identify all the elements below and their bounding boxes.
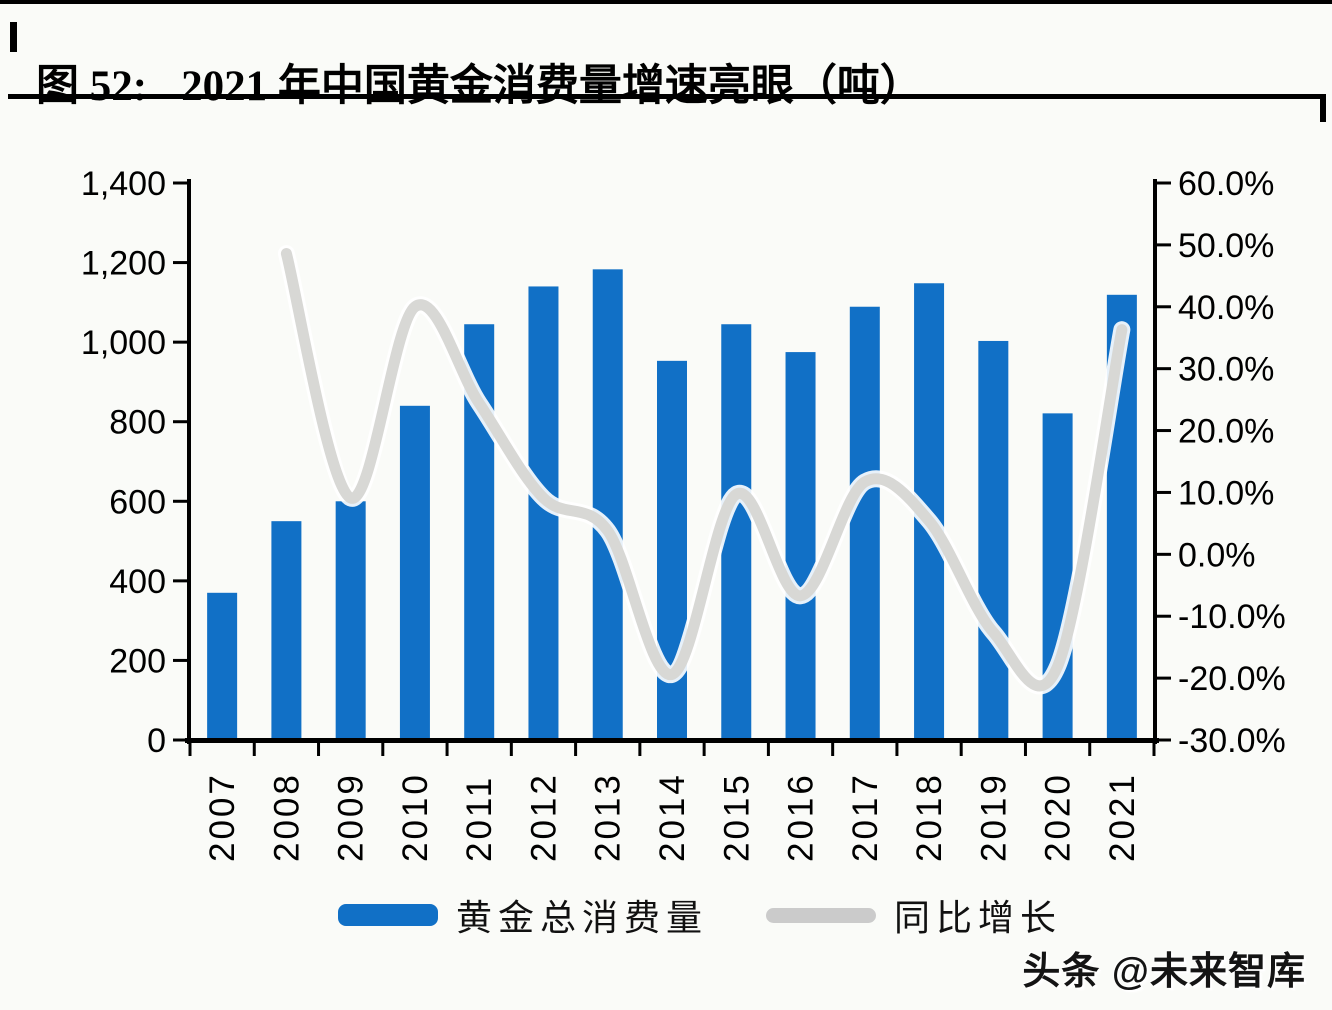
legend-item-yoy: 同比增长 — [766, 889, 1062, 941]
x-axis-year-label: 2021 — [1103, 772, 1142, 862]
left-axis-tick-label: 0 — [147, 722, 166, 760]
left-axis-tick — [173, 340, 187, 344]
left-axis-tick-label: 200 — [109, 642, 166, 680]
right-border-stub — [1320, 94, 1326, 122]
figure-number-label: 图 52: — [36, 62, 148, 110]
legend: 黄金总消费量 同比增长 — [140, 886, 1260, 944]
x-axis-tick — [381, 743, 385, 756]
legend-bar-label: 黄金总消费量 — [455, 898, 708, 938]
yoy-line — [280, 248, 1128, 692]
bar-2008 — [271, 521, 302, 740]
left-axis-tick-label: 400 — [109, 563, 166, 601]
legend-item-consumption: 黄金总消费量 — [337, 889, 708, 941]
left-axis-tick — [173, 420, 187, 424]
left-axis-line — [187, 179, 191, 744]
left-axis-tick-label: 1,000 — [81, 324, 166, 362]
x-axis-tick — [188, 743, 192, 756]
right-axis-tick — [1157, 367, 1171, 371]
right-axis-tick-label: 0.0% — [1178, 536, 1256, 574]
right-axis-tick — [1157, 305, 1171, 309]
x-axis-tick — [445, 743, 449, 756]
x-axis-tick — [1152, 743, 1156, 756]
left-axis-tick — [173, 499, 187, 503]
right-axis-tick-label: 50.0% — [1178, 227, 1274, 265]
left-axis-tick — [173, 579, 187, 583]
right-axis-line — [1153, 179, 1157, 744]
bar-2013 — [592, 269, 623, 740]
bar-2016 — [785, 352, 816, 740]
bar-2007 — [207, 592, 238, 740]
right-axis-tick — [1157, 738, 1171, 742]
x-axis-tick — [1023, 743, 1027, 756]
legend-line-label: 同比增长 — [894, 898, 1063, 938]
right-axis-tick — [1157, 490, 1171, 494]
x-axis-tick — [509, 743, 513, 756]
right-axis-tick — [1157, 676, 1171, 680]
figure-title-text: 2021 年中国黄金消费量增速亮眼（吨） — [181, 62, 923, 110]
page-title: 图 52: 2021 年中国黄金消费量增速亮眼（吨） — [36, 51, 1276, 113]
x-axis-year-label: 2018 — [910, 772, 949, 862]
x-axis-year-label: 2008 — [267, 772, 306, 862]
right-axis-tick-label: 10.0% — [1178, 474, 1274, 512]
right-axis-tick — [1157, 181, 1171, 185]
x-axis-tick — [574, 743, 578, 756]
bar-2019 — [978, 340, 1009, 740]
right-axis-tick — [1157, 552, 1171, 556]
x-axis-year-label: 2009 — [332, 772, 371, 862]
x-axis-tick — [766, 743, 770, 756]
x-axis-tick — [831, 743, 835, 756]
legend-bar-swatch — [337, 904, 438, 926]
bar-2010 — [399, 405, 430, 740]
x-axis-year-label: 2017 — [846, 772, 885, 862]
left-axis-tick — [173, 658, 187, 662]
left-axis-tick — [173, 261, 187, 265]
x-axis-tick — [702, 743, 706, 756]
x-axis-tick — [638, 743, 642, 756]
left-axis-tick-label: 800 — [109, 404, 166, 442]
x-axis-year-label: 2016 — [782, 772, 821, 862]
right-axis-tick-label: -10.0% — [1178, 598, 1286, 636]
x-axis-tick — [895, 743, 899, 756]
right-axis-tick-label: -20.0% — [1178, 660, 1286, 698]
left-axis-tick-label: 1,400 — [81, 165, 166, 203]
right-axis-tick-label: -30.0% — [1178, 722, 1286, 760]
left-border-stub — [10, 22, 17, 52]
x-axis-tick — [959, 743, 963, 756]
right-axis-tick-label: 20.0% — [1178, 413, 1274, 451]
legend-line-swatch — [766, 907, 876, 923]
right-axis-tick-label: 30.0% — [1178, 351, 1274, 389]
right-axis-tick-label: 60.0% — [1178, 165, 1274, 203]
right-axis-tick — [1157, 614, 1171, 618]
bar-2017 — [849, 306, 880, 740]
bar-2014 — [657, 360, 687, 740]
right-axis-tick — [1157, 243, 1171, 247]
top-border-line — [0, 0, 1332, 4]
x-axis-tick — [317, 743, 321, 756]
x-axis-tick — [252, 743, 256, 756]
x-axis-year-label: 2015 — [717, 772, 756, 862]
left-axis-tick-label: 1,200 — [81, 245, 166, 283]
x-axis-year-label: 2013 — [589, 772, 628, 862]
x-axis-line — [185, 738, 1159, 743]
x-axis-year-label: 2012 — [524, 772, 563, 862]
x-axis-year-label: 2010 — [396, 772, 435, 862]
x-axis-year-label: 2019 — [974, 772, 1013, 862]
x-axis-year-label: 2020 — [1039, 772, 1078, 862]
x-axis-tick — [1088, 743, 1092, 756]
right-axis-tick-label: 40.0% — [1178, 289, 1274, 327]
watermark: 头条 @未来智库 — [1022, 951, 1306, 993]
left-axis-tick — [173, 181, 187, 185]
x-axis-year-label: 2014 — [653, 772, 692, 862]
left-axis-tick-label: 600 — [109, 483, 166, 521]
left-axis-tick — [173, 738, 187, 742]
title-underline — [8, 94, 1326, 99]
bar-2009 — [335, 501, 366, 740]
right-axis-tick — [1157, 429, 1171, 433]
x-axis-year-label: 2011 — [460, 775, 499, 862]
x-axis-year-label: 2007 — [203, 772, 242, 862]
